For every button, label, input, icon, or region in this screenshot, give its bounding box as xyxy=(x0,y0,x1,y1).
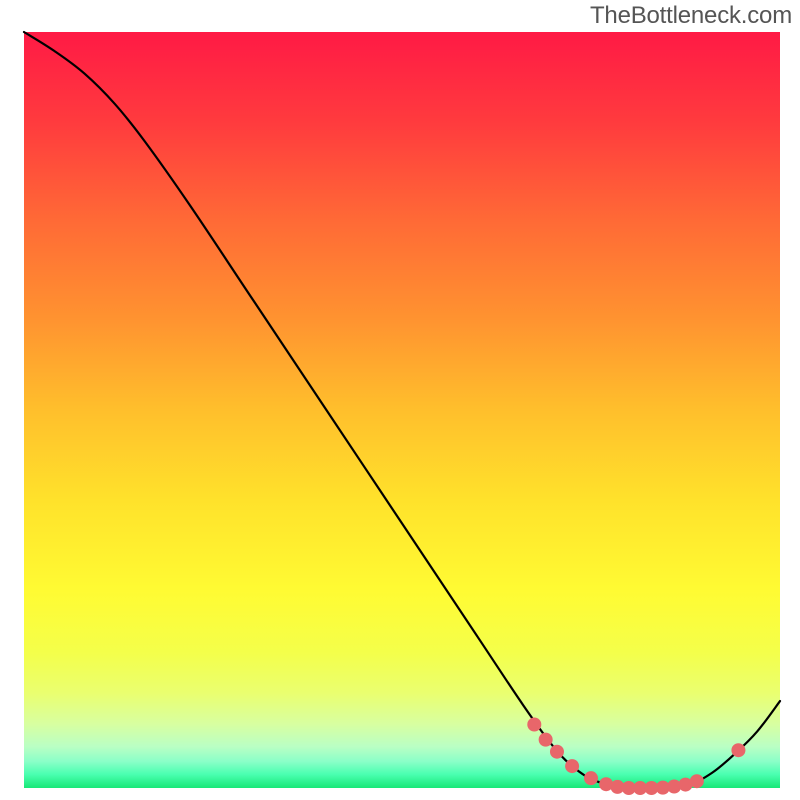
marker-dot xyxy=(584,771,598,785)
marker-dot xyxy=(527,718,541,732)
chart-svg xyxy=(0,0,800,800)
plot-background xyxy=(24,32,780,788)
chart-container: TheBottleneck.com xyxy=(0,0,800,800)
marker-dot xyxy=(690,774,704,788)
marker-dot xyxy=(565,759,579,773)
marker-dot xyxy=(731,743,745,757)
marker-dot xyxy=(550,745,564,759)
marker-dot xyxy=(539,733,553,747)
watermark-label: TheBottleneck.com xyxy=(590,2,792,30)
